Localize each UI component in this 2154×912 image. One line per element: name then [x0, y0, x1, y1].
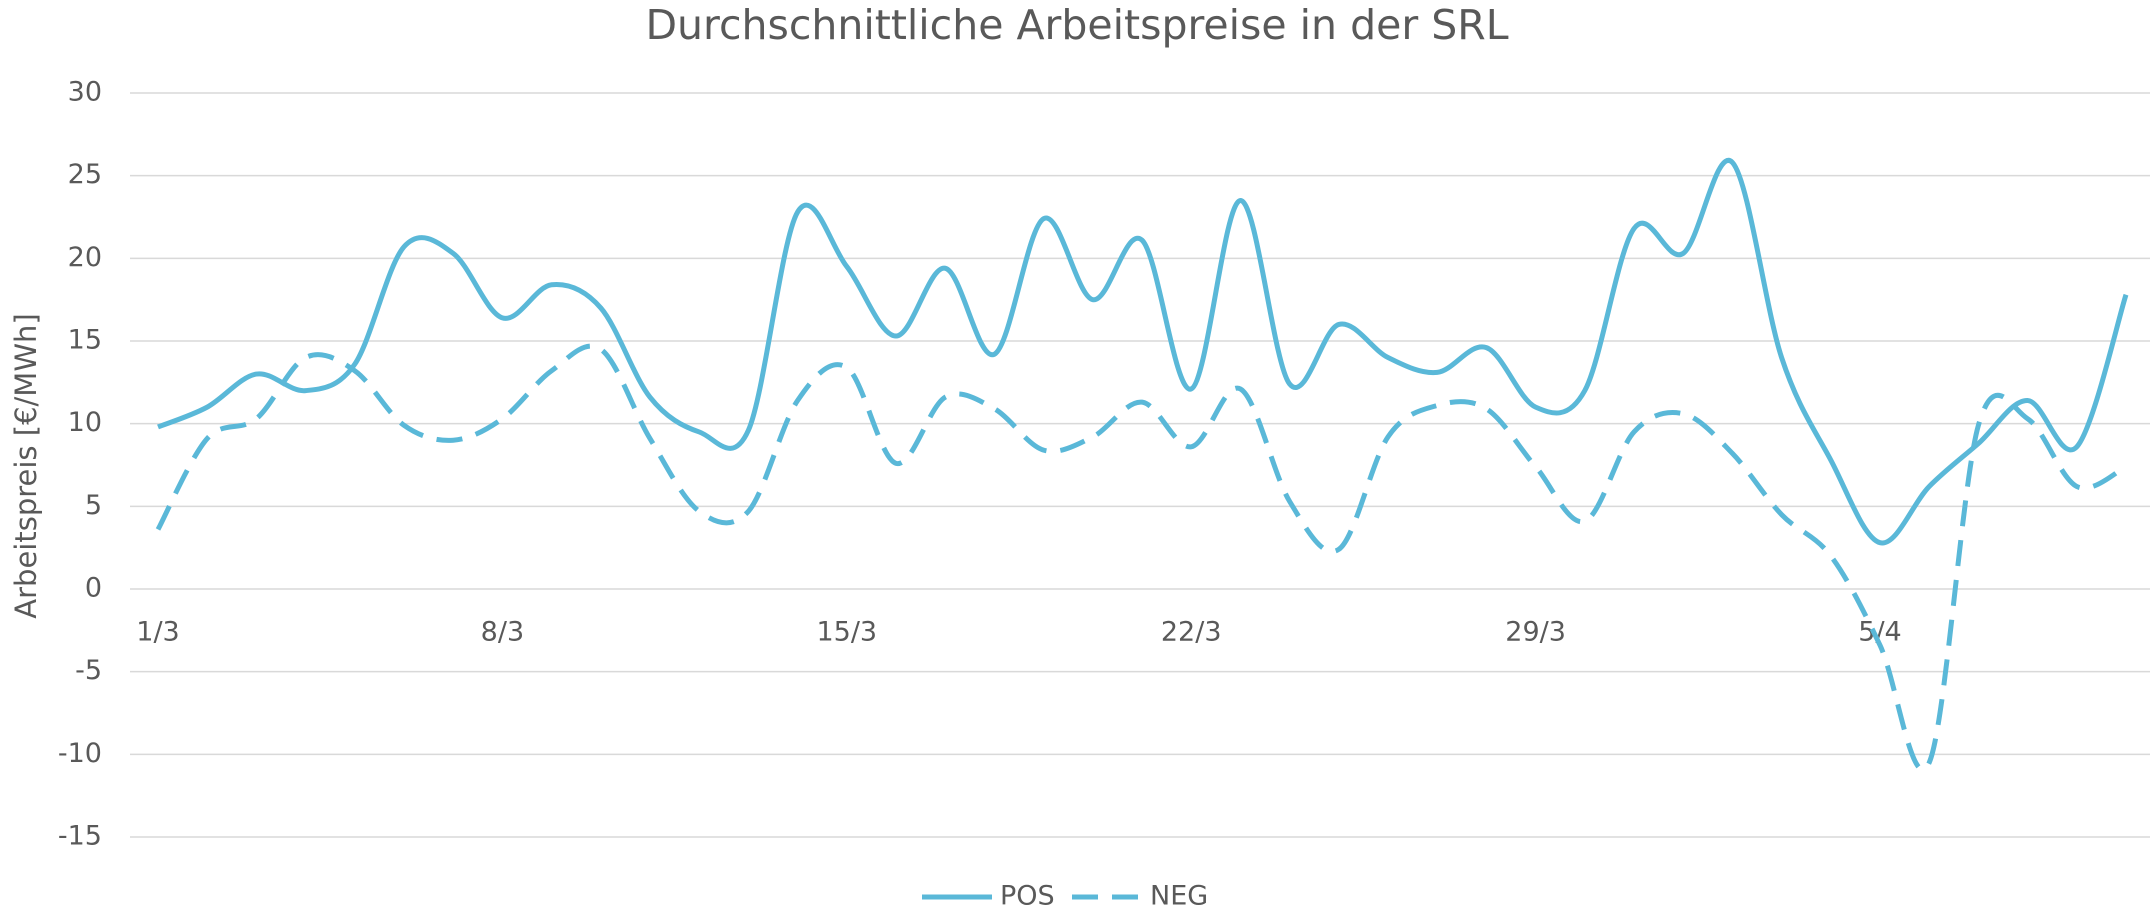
x-tick-label: 15/3 — [816, 617, 877, 648]
chart-title: Durchschnittliche Arbeitspreise in der S… — [645, 1, 1508, 49]
legend-label: NEG — [1150, 881, 1208, 912]
y-tick-label: 30 — [68, 77, 102, 108]
y-tick-label: 0 — [85, 573, 102, 604]
line-series — [157, 157, 2129, 546]
x-tick-label: 8/3 — [481, 617, 524, 648]
x-tick-label: 1/3 — [136, 617, 179, 648]
y-tick-label: -15 — [58, 821, 102, 852]
legend-label: POS — [1000, 881, 1055, 912]
y-axis-label: Arbeitspreis [€/MWh] — [9, 313, 43, 618]
y-tick-label: 25 — [68, 159, 102, 190]
x-tick-label: 22/3 — [1161, 617, 1222, 648]
y-tick-label: 5 — [85, 490, 102, 521]
x-tick-label: 29/3 — [1505, 617, 1566, 648]
y-tick-label: 15 — [68, 325, 102, 356]
y-tick-label: -10 — [58, 738, 102, 769]
y-tick-label: 10 — [68, 407, 102, 438]
line-series — [155, 343, 2128, 772]
y-tick-label: 20 — [68, 242, 102, 273]
y-tick-label: -5 — [75, 655, 102, 686]
